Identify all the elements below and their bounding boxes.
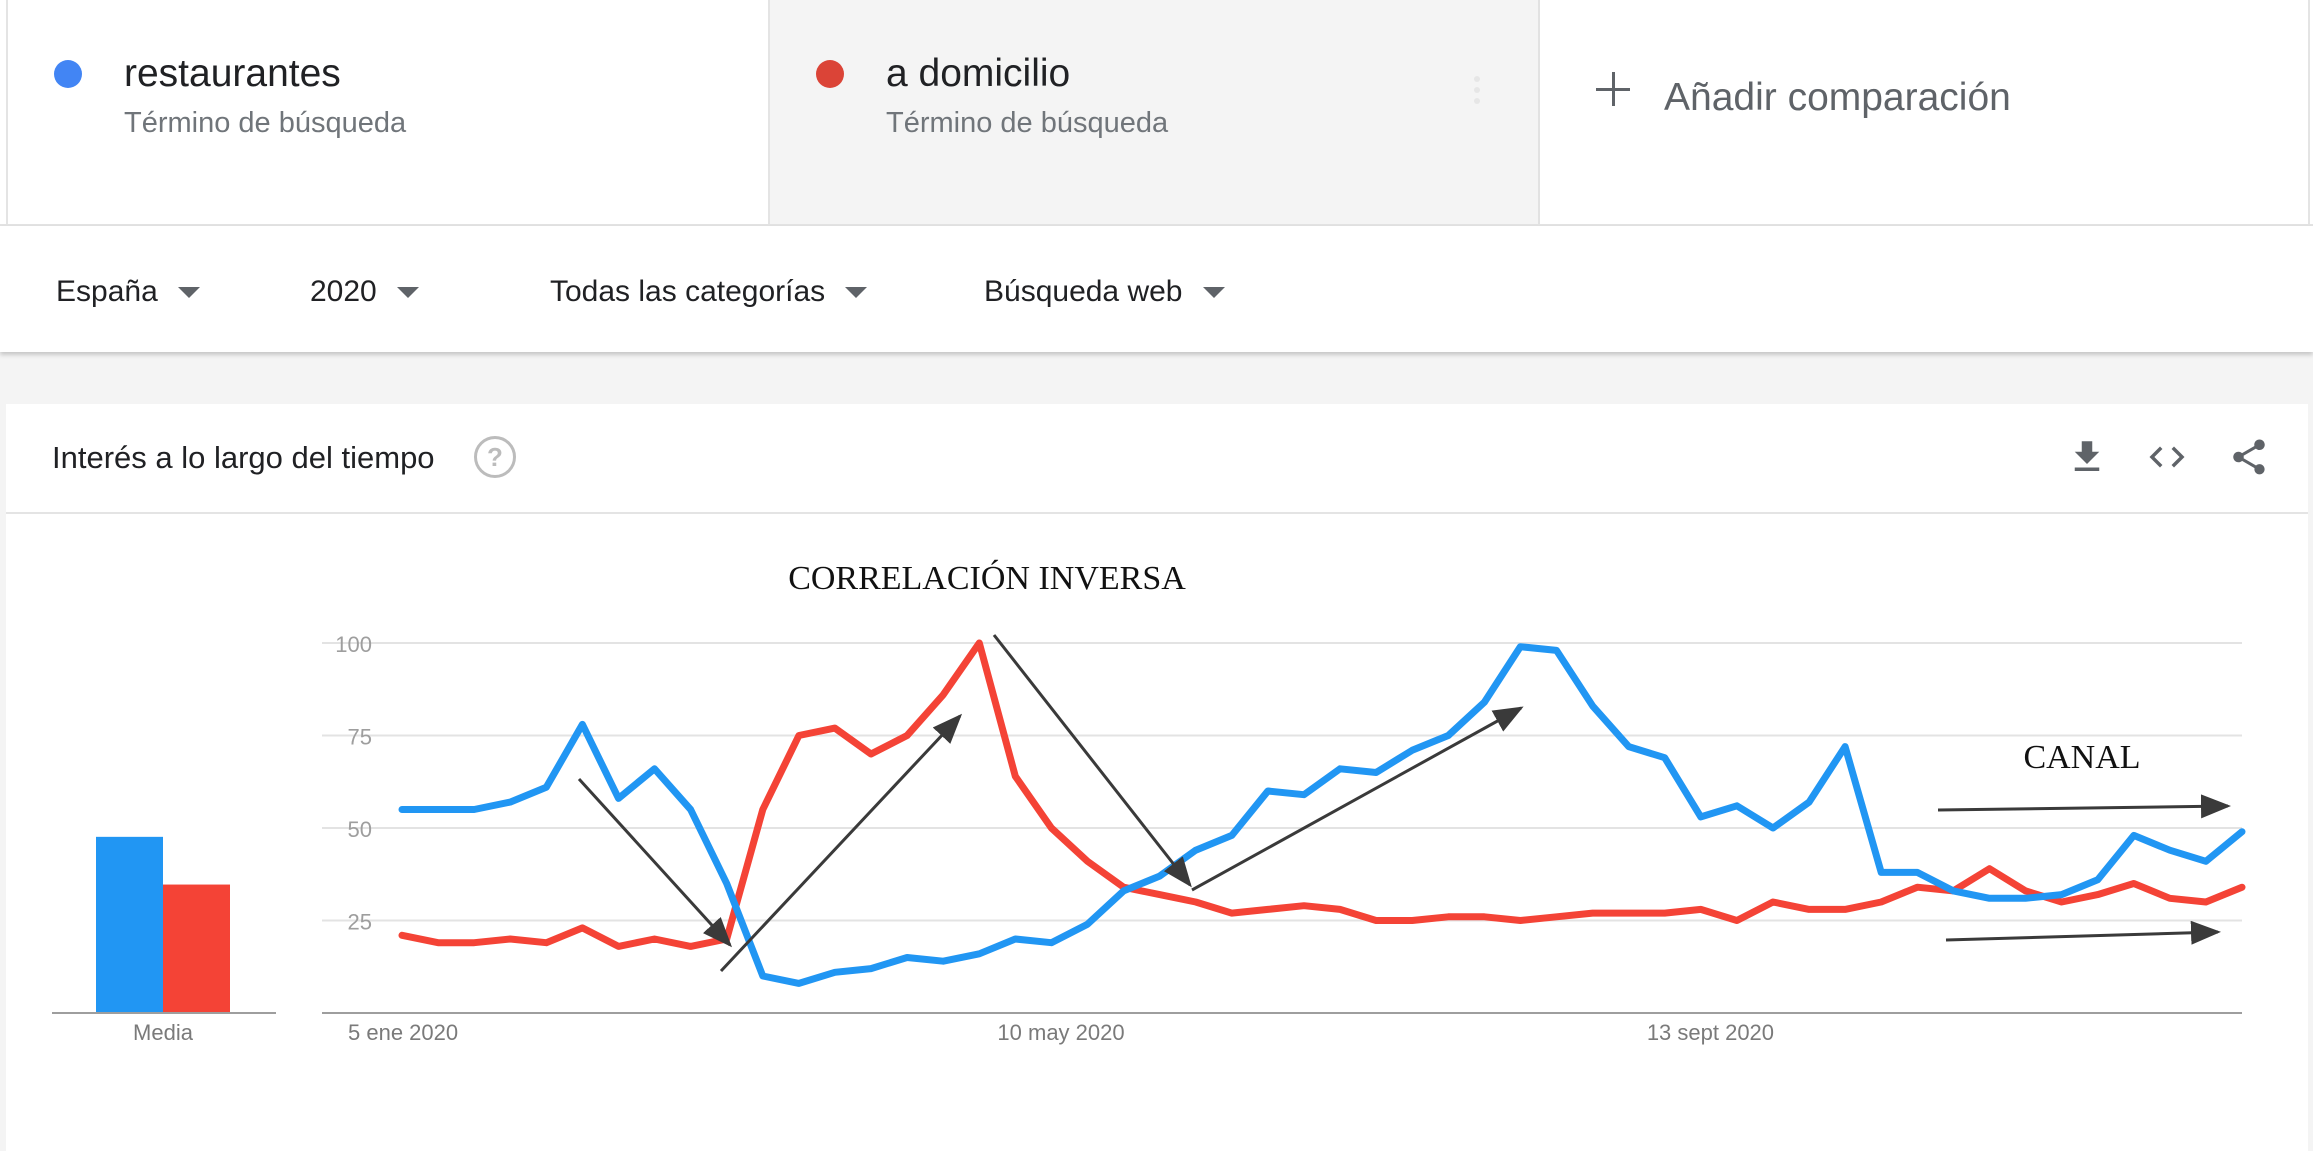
period-value: 2020 — [310, 275, 377, 308]
average-bar-a-domicilio — [163, 884, 230, 1013]
caret-down-icon — [177, 286, 200, 298]
comparison-terms-bar: restaurantes Término de búsqueda a domic… — [0, 0, 2313, 226]
term-subtitle: Término de búsqueda — [886, 107, 1169, 139]
term-card-restaurantes[interactable]: restaurantes Término de búsqueda — [6, 0, 770, 224]
interest-over-time-card: Interés a lo largo del tiempo ? 25 50 75 10… — [6, 404, 2308, 1151]
embed-icon[interactable] — [2146, 436, 2188, 478]
arrow-channel-lower — [1945, 920, 2221, 945]
y-tick-label: 25 — [348, 910, 372, 935]
term-subtitle: Término de búsqueda — [124, 107, 407, 139]
arrow-up-1 — [719, 713, 963, 973]
caret-down-icon — [396, 286, 419, 298]
y-tick-label: 100 — [335, 632, 372, 657]
term-name: a domicilio — [886, 52, 1071, 95]
term-color-dot-red — [816, 60, 844, 88]
filters-bar: España 2020 Todas las categorías Búsqued… — [0, 226, 2313, 352]
period-dropdown[interactable]: 2020 — [310, 272, 419, 312]
arrow-down-2 — [992, 634, 1192, 888]
term-name: restaurantes — [124, 52, 341, 95]
y-axis-labels: 25 50 75 100 — [335, 632, 372, 935]
average-bar-restaurantes — [96, 836, 163, 1013]
search-type-dropdown[interactable]: Búsqueda web — [984, 272, 1225, 312]
arrow-channel-upper — [1937, 794, 2231, 819]
average-bars: Media — [52, 836, 276, 1045]
term-card-a-domicilio[interactable]: a domicilio Término de búsqueda — [770, 0, 1540, 224]
search-type-value: Búsqueda web — [984, 275, 1183, 308]
download-icon[interactable] — [2066, 436, 2108, 478]
annotations: CORRELACIÓN INVERSA CANAL — [577, 559, 2231, 973]
series-line-restaurantes — [398, 643, 2246, 987]
card-header: Interés a lo largo del tiempo ? — [6, 404, 2308, 514]
add-comparison-label: Añadir comparación — [1664, 76, 2011, 119]
plus-icon — [1596, 72, 1630, 106]
share-icon[interactable] — [2228, 436, 2270, 478]
annotation-channel: CANAL — [2023, 739, 2140, 776]
category-value: Todas las categorías — [550, 275, 826, 308]
arrow-down-1 — [577, 777, 733, 948]
add-comparison-button[interactable]: Añadir comparación — [1540, 0, 2310, 224]
region-dropdown[interactable]: España — [56, 272, 200, 312]
region-value: España — [56, 275, 158, 308]
x-tick-label: 10 may 2020 — [997, 1020, 1124, 1045]
y-tick-label: 50 — [348, 817, 372, 842]
caret-down-icon — [1202, 286, 1225, 298]
term-color-dot-blue — [54, 60, 82, 88]
category-dropdown[interactable]: Todas las categorías — [550, 272, 868, 312]
trends-chart: 25 50 75 100 5 ene 2020 10 may 2020 13 sept 2… — [52, 559, 2246, 1045]
y-tick-label: 75 — [348, 725, 372, 750]
card-title: Interés a lo largo del tiempo — [52, 440, 435, 475]
x-tick-label: 13 sept 2020 — [1647, 1020, 1774, 1045]
caret-down-icon — [845, 286, 868, 298]
x-tick-label: 5 ene 2020 — [348, 1020, 458, 1045]
help-icon[interactable]: ? — [474, 436, 516, 478]
arrow-up-2 — [1191, 706, 1524, 892]
chart-grid — [322, 642, 2242, 1014]
annotation-correlation: CORRELACIÓN INVERSA — [788, 559, 1186, 597]
average-label: Media — [133, 1020, 194, 1045]
x-axis-labels: 5 ene 2020 10 may 2020 13 sept 2020 — [348, 1020, 1774, 1045]
more-options-icon[interactable] — [1474, 76, 1480, 109]
series-lines — [398, 639, 2246, 987]
